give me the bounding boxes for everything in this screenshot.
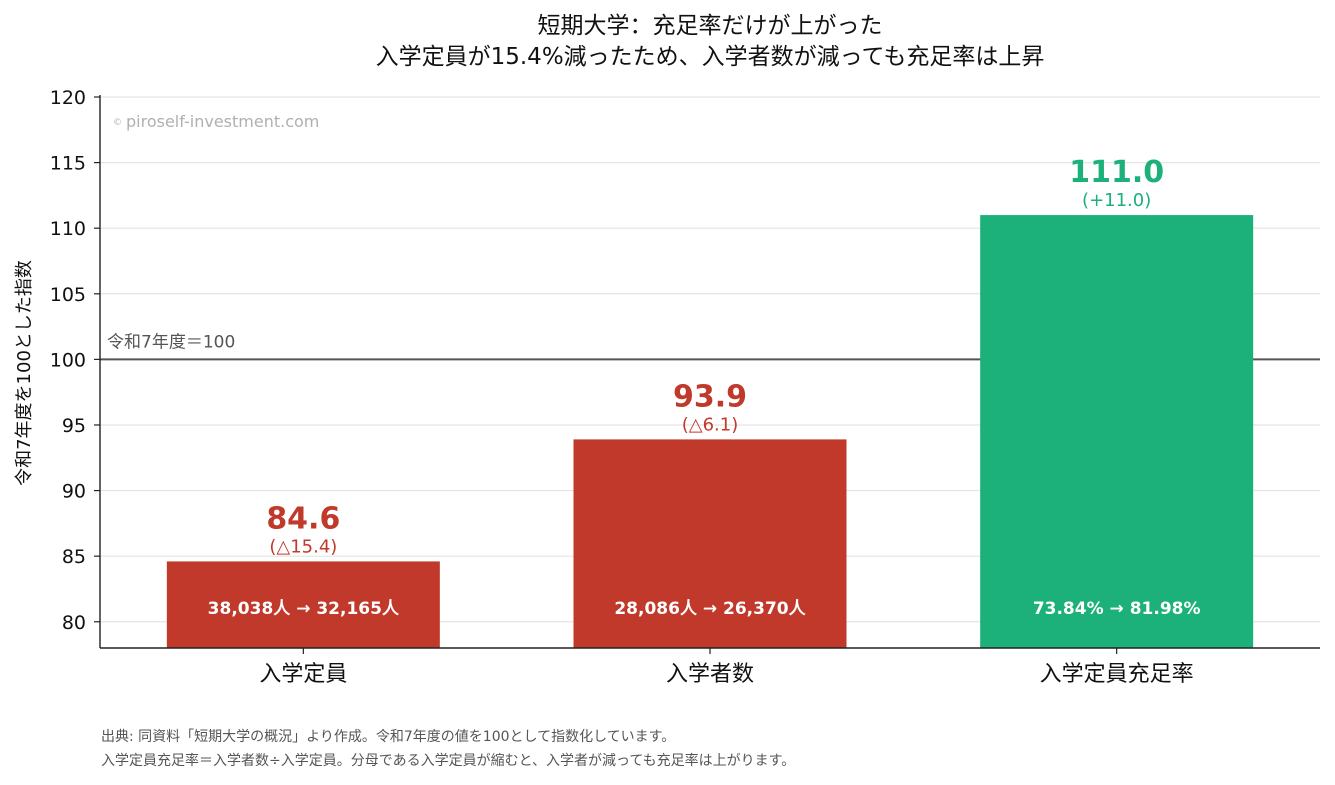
bars-group: 84.6(△15.4) 38,038人 → 32,165人 93.9(△6.1) 28… (166, 155, 1254, 649)
chart-title-line-1: 短期大学：充足率だけが上がった (538, 13, 883, 39)
bar (166, 561, 440, 648)
y-tick-label: 90 (62, 481, 86, 503)
bar-value-label: 93.9 (673, 379, 747, 414)
bar-change-label: (+11.0) (1082, 190, 1151, 211)
y-tick-label: 85 (62, 546, 86, 568)
y-axis-label: 令和7年度を100とした指数 (14, 260, 35, 486)
bar-value-label: 84.6 (266, 501, 340, 536)
watermark-text: piroself-investment.com (126, 112, 319, 131)
y-tick-label: 80 (62, 612, 86, 634)
y-tick-label: 110 (50, 218, 86, 240)
bar (980, 215, 1254, 649)
y-tick-label: 100 (50, 349, 86, 371)
y-tick-label: 115 (50, 153, 86, 175)
bar-change-label: (△15.4) (269, 536, 337, 557)
chart-title-line-2: 入学定員が15.4%減ったため、入学者数が減っても充足率は上昇 (376, 44, 1045, 70)
reference-line-label: 令和7年度＝100 (107, 332, 235, 352)
bar-inner-label: 28,086人 → 26,370人 (614, 599, 806, 619)
x-tick-label: 入学定員充足率 (1040, 662, 1194, 687)
bar-value-label: 111.0 (1069, 155, 1164, 190)
watermark-copyright-symbol: © (113, 118, 122, 128)
bar-inner-label: 38,038人 → 32,165人 (208, 599, 400, 619)
x-tick-label: 入学定員 (259, 662, 347, 687)
footnote-line-1: 出典: 同資料「短期大学の概況」より作成。令和7年度の値を100として指数化して… (101, 729, 675, 745)
y-tick-label: 105 (50, 284, 86, 306)
y-tick-label: 95 (62, 415, 86, 437)
bar (573, 439, 847, 648)
bar-inner-label: 73.84% → 81.98% (1033, 599, 1201, 619)
footnote-line-2: 入学定員充足率＝入学者数÷入学定員。分母である入学定員が縮むと、入学者が減っても… (101, 752, 795, 769)
x-tick-label: 入学者数 (666, 662, 754, 687)
bar-change-label: (△6.1) (682, 414, 739, 435)
axes-group: 80 85 90 95 100 105 110 115 120 入学定員 入学者数 入学定員充足率 (50, 87, 1320, 687)
y-tick-label: 120 (50, 87, 86, 109)
